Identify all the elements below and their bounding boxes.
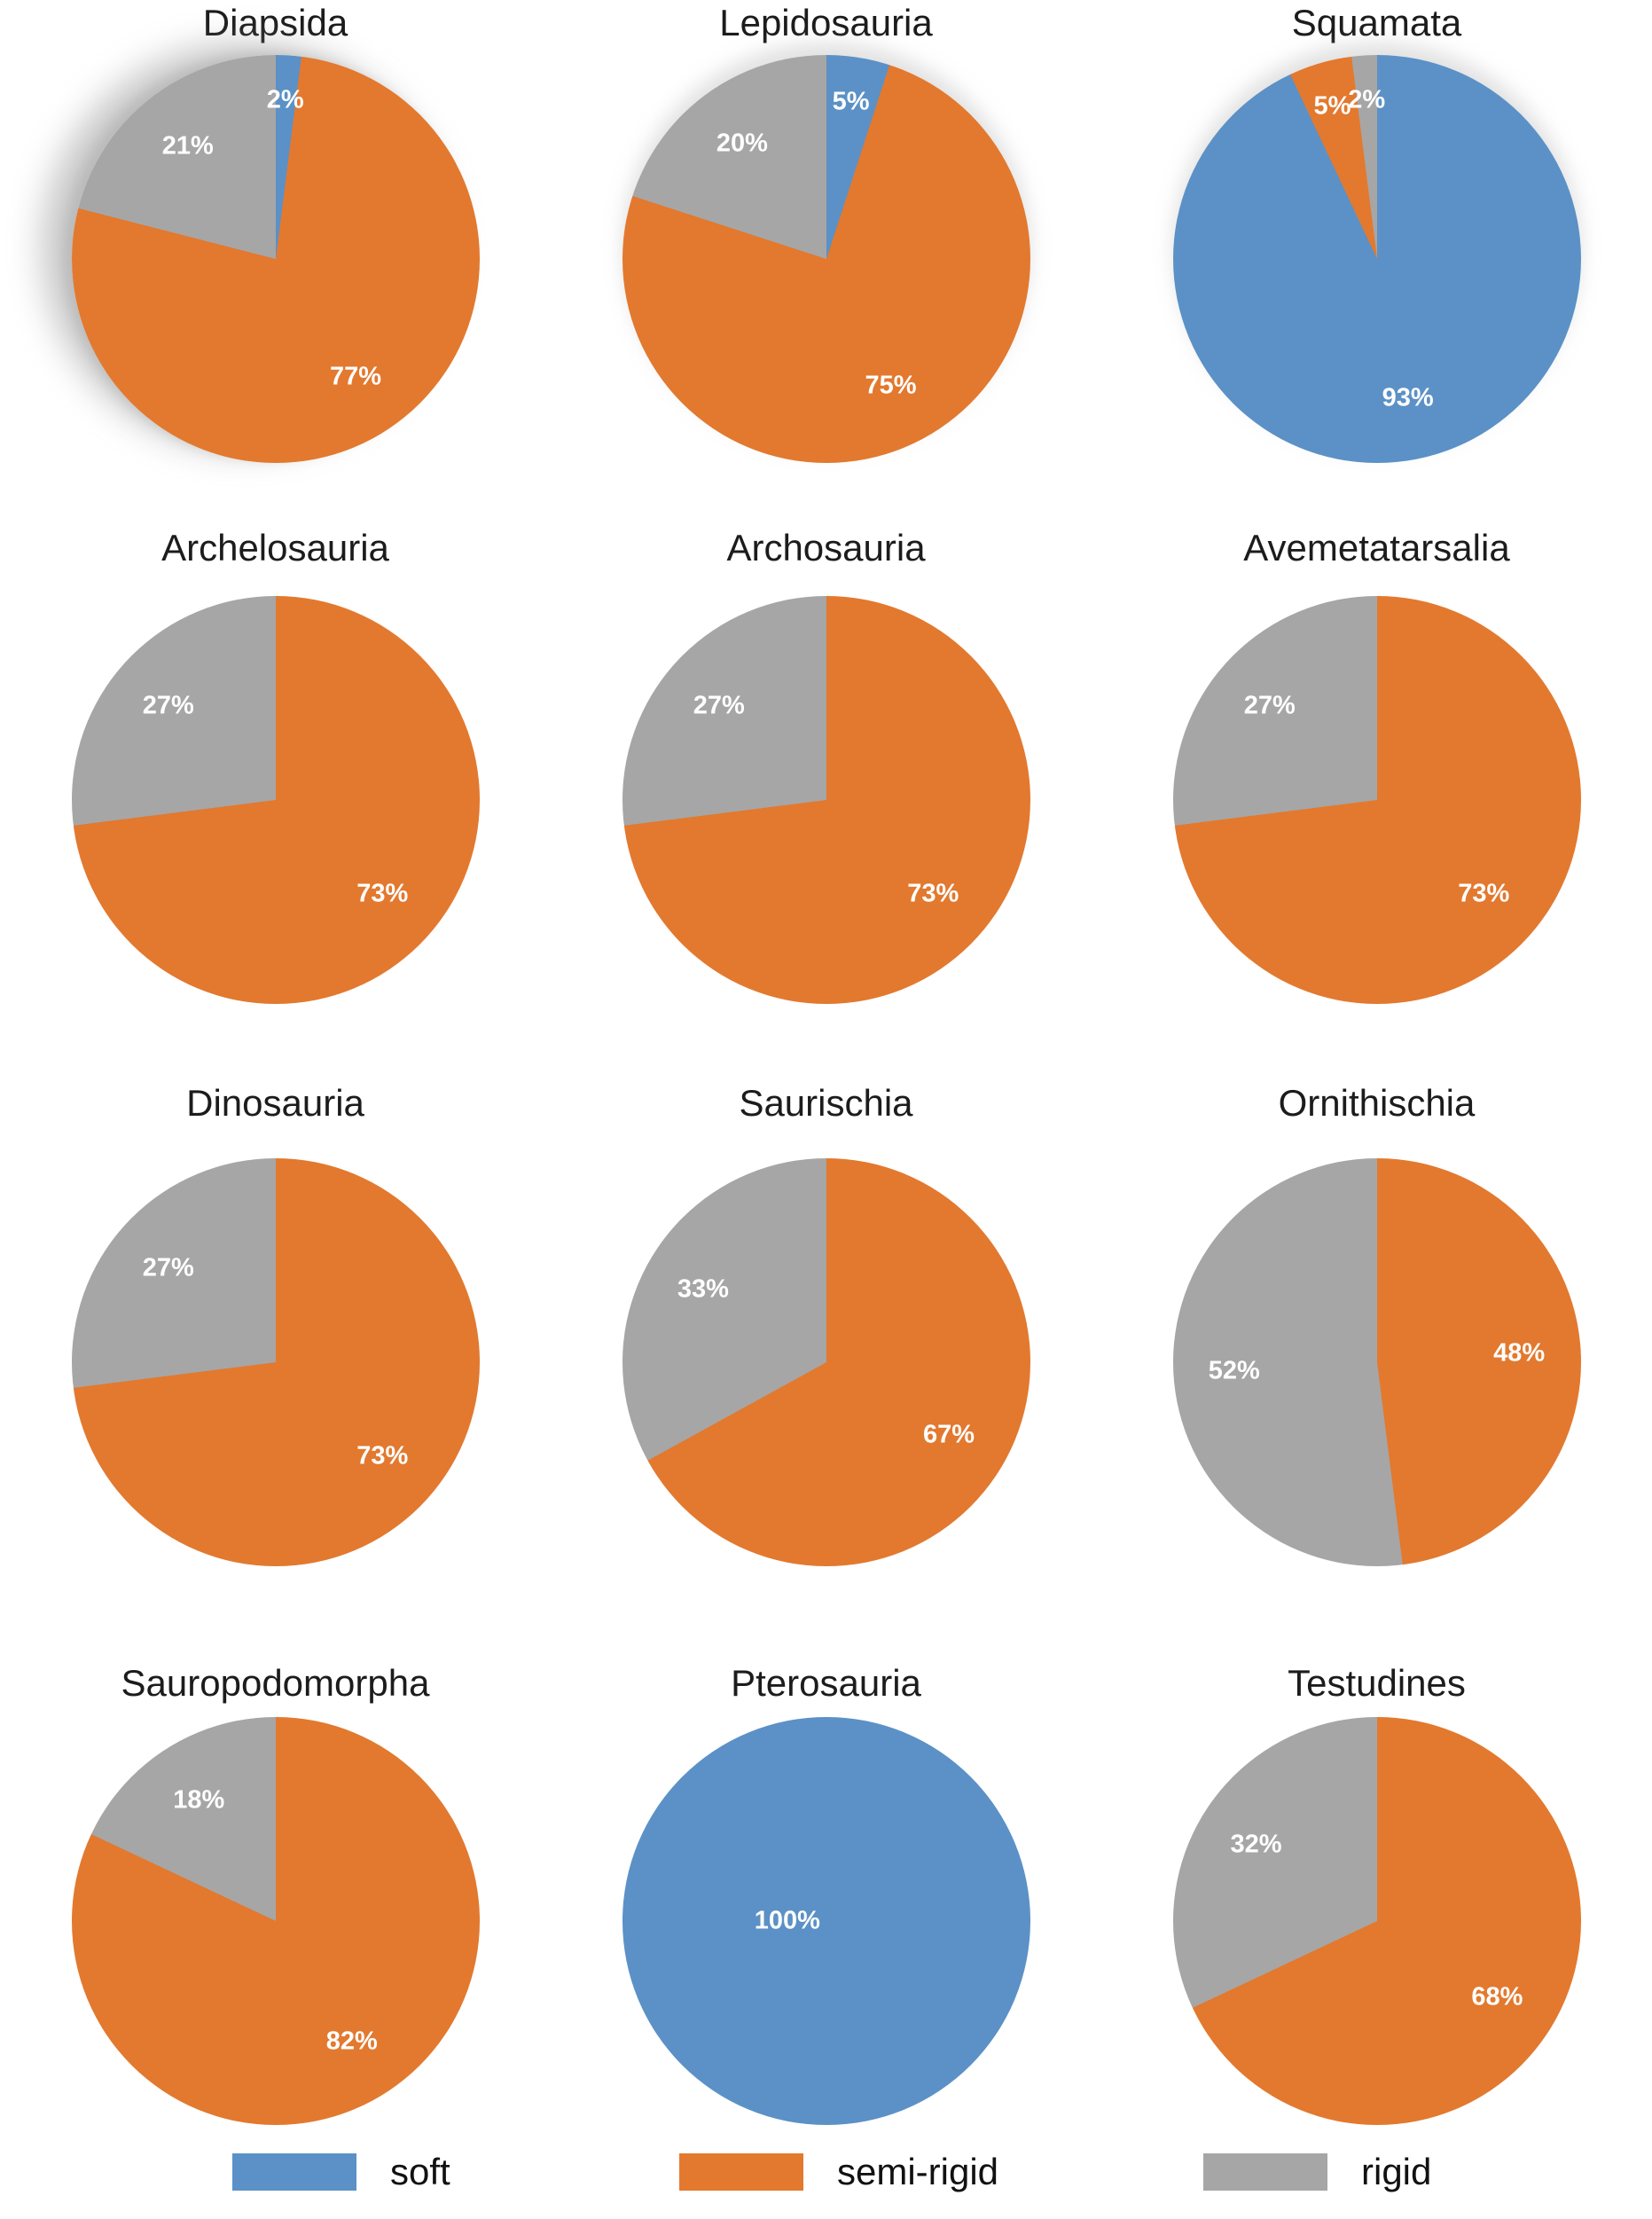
slice-value-label: 32% <box>1230 1830 1282 1859</box>
slice-value-label: 33% <box>677 1274 729 1304</box>
chart-cell-ornithischia: Ornithischia 48% 52% <box>1101 1029 1652 1579</box>
chart-cell-saurischia: Saurischia 67% 33% <box>551 1029 1101 1579</box>
legend: soft semi-rigid rigid <box>0 2129 1652 2219</box>
chart-cell-testudines: Testudines 68% 32% <box>1101 1579 1652 2129</box>
pie-chart-saurischia: 67% 33% <box>622 1158 1030 1566</box>
slice-value-label: 75% <box>865 371 917 400</box>
chart-grid: Diapsida 2% 77% 21% Lepidosauria 5% 75% 20% … <box>0 0 1652 2129</box>
slice-value-label: 27% <box>693 691 745 720</box>
slice-value-label: 2% <box>1348 85 1386 114</box>
legend-label-semi-rigid: semi-rigid <box>837 2151 999 2192</box>
chart-cell-lepidosauria: Lepidosauria 5% 75% 20% <box>551 0 1101 497</box>
legend-label-soft: soft <box>390 2151 450 2192</box>
chart-title-saurischia: Saurischia <box>739 1082 913 1124</box>
slice-value-label: 77% <box>329 362 382 391</box>
legend-swatch-soft <box>232 2153 356 2191</box>
legend-item-rigid: rigid <box>1203 2152 1431 2192</box>
pie-chart-pterosauria: 100% <box>622 1717 1030 2125</box>
slice-value-label: 48% <box>1493 1338 1546 1368</box>
slice-value-label: 5% <box>1313 91 1351 121</box>
pie-chart-sauropodomorpha: 82% 18% <box>71 1717 480 2125</box>
slice-value-label: 73% <box>356 1441 409 1470</box>
chart-title-archosauria: Archosauria <box>726 527 926 568</box>
chart-title-testudines: Testudines <box>1288 1662 1466 1704</box>
chart-cell-squamata: Squamata 93% 5% 2% <box>1101 0 1652 497</box>
legend-item-semi-rigid: semi-rigid <box>679 2152 998 2192</box>
slice-value-label: 21% <box>161 131 214 161</box>
slice-value-label: 93% <box>1382 383 1434 412</box>
slice-value-label: 82% <box>325 2027 378 2056</box>
slice-value-label: 52% <box>1208 1356 1260 1385</box>
slice-value-label: 27% <box>142 1253 194 1282</box>
slice-value-label: 5% <box>832 87 870 116</box>
chart-title-dinosauria: Dinosauria <box>186 1082 364 1124</box>
legend-swatch-rigid <box>1203 2153 1327 2191</box>
slice-value-label: 18% <box>173 1785 225 1815</box>
slice-value-label: 20% <box>716 129 768 158</box>
chart-title-sauropodomorpha: Sauropodomorpha <box>121 1662 430 1704</box>
slice-value-label: 100% <box>754 1906 820 1935</box>
pie-chart-avemetatarsalia: 73% 27% <box>1172 596 1581 1004</box>
chart-title-avemetatarsalia: Avemetatarsalia <box>1243 527 1510 568</box>
chart-cell-sauropodomorpha: Sauropodomorpha 82% 18% <box>0 1579 551 2129</box>
pie-chart-squamata: 93% 5% 2% <box>1172 55 1581 463</box>
slice-value-label: 68% <box>1471 1982 1523 2011</box>
chart-title-ornithischia: Ornithischia <box>1278 1082 1476 1124</box>
chart-cell-diapsida: Diapsida 2% 77% 21% <box>0 0 551 497</box>
slice-value-label: 27% <box>142 691 194 720</box>
slice-value-label: 73% <box>907 879 959 908</box>
chart-title-squamata: Squamata <box>1291 2 1462 43</box>
pie-chart-ornithischia: 48% 52% <box>1172 1158 1581 1566</box>
slice-value-label: 67% <box>923 1420 975 1449</box>
pie-chart-archosauria: 73% 27% <box>622 596 1030 1004</box>
pie-chart-dinosauria: 73% 27% <box>71 1158 480 1566</box>
pie-chart-diapsida: 2% 77% 21% <box>71 55 480 463</box>
chart-cell-avemetatarsalia: Avemetatarsalia 73% 27% <box>1101 497 1652 1029</box>
slice-value-label: 27% <box>1243 691 1296 720</box>
slice-value-label: 73% <box>1458 879 1510 908</box>
pie-chart-archelosauria: 73% 27% <box>71 596 480 1004</box>
pie-chart-lepidosauria: 5% 75% 20% <box>622 55 1030 463</box>
slice-value-label: 2% <box>266 85 304 114</box>
chart-cell-pterosauria: Pterosauria 100% <box>551 1579 1101 2129</box>
legend-swatch-semi-rigid <box>679 2153 803 2191</box>
chart-cell-archelosauria: Archelosauria 73% 27% <box>0 497 551 1029</box>
chart-cell-dinosauria: Dinosauria 73% 27% <box>0 1029 551 1579</box>
legend-item-soft: soft <box>232 2152 450 2192</box>
pie-chart-testudines: 68% 32% <box>1172 1717 1581 2125</box>
chart-cell-archosauria: Archosauria 73% 27% <box>551 497 1101 1029</box>
chart-title-archelosauria: Archelosauria <box>161 527 389 568</box>
chart-title-diapsida: Diapsida <box>202 2 348 43</box>
chart-title-lepidosauria: Lepidosauria <box>719 2 933 43</box>
legend-label-rigid: rigid <box>1361 2151 1432 2192</box>
chart-title-pterosauria: Pterosauria <box>731 1662 921 1704</box>
slice-value-label: 73% <box>356 879 409 908</box>
